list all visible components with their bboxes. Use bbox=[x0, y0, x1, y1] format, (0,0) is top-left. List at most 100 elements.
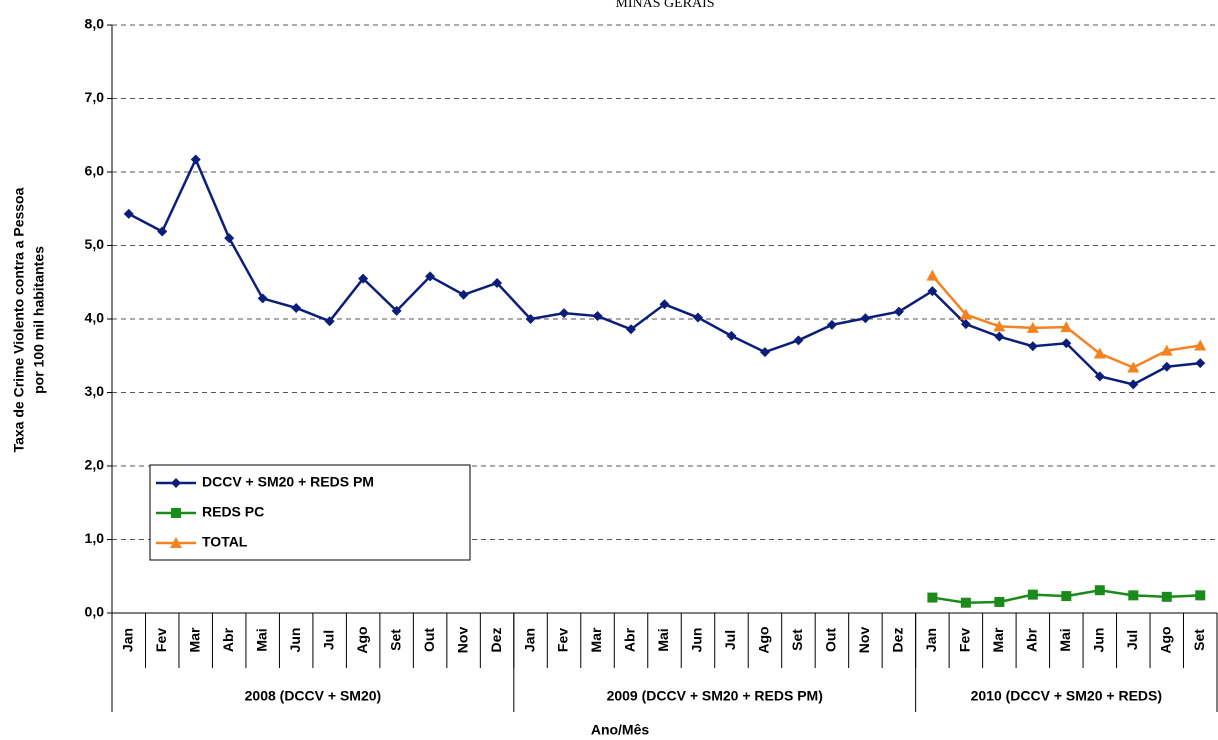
y-tick-label: 2,0 bbox=[85, 457, 105, 473]
x-tick-label: Out bbox=[823, 628, 839, 652]
group-label: 2008 (DCCV + SM20) bbox=[245, 688, 382, 704]
marker bbox=[893, 306, 904, 317]
x-tick-label: Jan bbox=[923, 628, 939, 652]
marker bbox=[1027, 341, 1038, 352]
y-tick-label: 4,0 bbox=[85, 310, 105, 326]
marker bbox=[960, 319, 971, 330]
x-tick-label: Abr bbox=[1024, 627, 1040, 652]
marker bbox=[257, 293, 268, 304]
x-tick-label: Fev bbox=[555, 628, 571, 652]
marker bbox=[726, 330, 737, 341]
series-line bbox=[128, 156, 1201, 386]
marker bbox=[592, 311, 603, 322]
marker bbox=[1094, 371, 1105, 382]
marker bbox=[358, 273, 369, 284]
x-tick-label: Abr bbox=[622, 627, 638, 652]
legend: DCCV + SM20 + REDS PM REDS PC TOTAL bbox=[149, 464, 471, 561]
marker bbox=[826, 319, 837, 330]
marker bbox=[793, 335, 804, 346]
x-tick-label: Out bbox=[421, 628, 437, 652]
y-tick-label: 5,0 bbox=[85, 236, 105, 252]
marker bbox=[1094, 585, 1105, 596]
marker bbox=[1027, 589, 1038, 600]
y-tick-label: 7,0 bbox=[85, 89, 105, 105]
x-tick-label: Dez bbox=[890, 628, 906, 653]
marker bbox=[1060, 321, 1073, 333]
marker bbox=[1161, 361, 1172, 372]
marker bbox=[224, 233, 235, 244]
marker bbox=[994, 331, 1005, 342]
x-tick-label: Dez bbox=[488, 628, 504, 653]
legend-label: REDS PC bbox=[202, 504, 264, 520]
x-tick-label: Mar bbox=[588, 627, 604, 652]
marker bbox=[1194, 339, 1207, 351]
marker bbox=[1026, 321, 1039, 333]
x-tick-label: Jan bbox=[119, 628, 135, 652]
y-tick-label: 8,0 bbox=[85, 16, 105, 32]
marker bbox=[291, 302, 302, 313]
y-tick-label: 3,0 bbox=[85, 383, 105, 399]
marker bbox=[190, 154, 201, 165]
marker bbox=[171, 478, 181, 488]
marker bbox=[993, 320, 1006, 332]
marker bbox=[324, 316, 335, 327]
marker bbox=[994, 596, 1005, 607]
x-tick-label: Jul bbox=[320, 630, 336, 650]
marker bbox=[1061, 338, 1072, 349]
marker bbox=[659, 299, 670, 310]
marker bbox=[959, 308, 972, 320]
y-axis-label: Taxa de Crime Violento contra a Pessoa bbox=[11, 187, 27, 452]
x-tick-label: Jul bbox=[722, 630, 738, 650]
marker bbox=[927, 286, 938, 297]
x-tick-label: Fev bbox=[957, 628, 973, 652]
marker bbox=[1161, 591, 1172, 602]
y-tick-label: 1,0 bbox=[85, 530, 105, 546]
marker bbox=[171, 508, 181, 518]
marker bbox=[960, 597, 971, 608]
marker bbox=[1160, 344, 1173, 356]
x-axis-label: Ano/Mês bbox=[591, 722, 650, 738]
group-label: 2010 (DCCV + SM20 + REDS) bbox=[971, 688, 1162, 704]
marker bbox=[926, 269, 939, 281]
x-tick-label: Jul bbox=[1124, 630, 1140, 650]
marker bbox=[559, 308, 570, 319]
x-tick-label: Mai bbox=[655, 628, 671, 651]
group-label: 2009 (DCCV + SM20 + REDS PM) bbox=[607, 688, 823, 704]
x-tick-label: Set bbox=[1191, 629, 1207, 651]
marker bbox=[391, 305, 402, 316]
legend-label: TOTAL bbox=[202, 534, 248, 550]
x-tick-label: Ago bbox=[756, 626, 772, 653]
marker bbox=[759, 347, 770, 358]
chart-title: MINAS GERAIS bbox=[615, 0, 714, 11]
x-tick-label: Set bbox=[789, 629, 805, 651]
x-tick-label: Mai bbox=[1057, 628, 1073, 651]
x-tick-label: Nov bbox=[454, 627, 470, 654]
legend-label: DCCV + SM20 + REDS PM bbox=[202, 474, 374, 490]
x-tick-label: Jan bbox=[521, 628, 537, 652]
marker bbox=[458, 289, 469, 300]
marker bbox=[927, 592, 938, 603]
x-tick-label: Ago bbox=[1157, 626, 1173, 653]
x-tick-label: Mai bbox=[253, 628, 269, 651]
marker bbox=[1127, 361, 1140, 373]
marker bbox=[425, 271, 436, 282]
marker bbox=[1195, 590, 1206, 601]
y-tick-label: 0,0 bbox=[85, 604, 105, 620]
y-axis-label: por 100 mil habitantes bbox=[31, 246, 47, 394]
marker bbox=[1093, 347, 1106, 359]
marker bbox=[525, 314, 536, 324]
x-tick-label: Fev bbox=[153, 628, 169, 652]
y-tick-label: 6,0 bbox=[85, 163, 105, 179]
x-tick-label: Set bbox=[387, 629, 403, 651]
x-tick-label: Nov bbox=[856, 627, 872, 654]
marker bbox=[1128, 379, 1139, 390]
marker bbox=[170, 537, 182, 548]
marker bbox=[626, 324, 637, 335]
x-tick-label: Jun bbox=[1091, 628, 1107, 653]
marker bbox=[492, 277, 503, 288]
legend-box bbox=[149, 464, 471, 561]
marker bbox=[692, 312, 703, 323]
x-tick-label: Mar bbox=[186, 627, 202, 652]
marker bbox=[1195, 358, 1206, 369]
